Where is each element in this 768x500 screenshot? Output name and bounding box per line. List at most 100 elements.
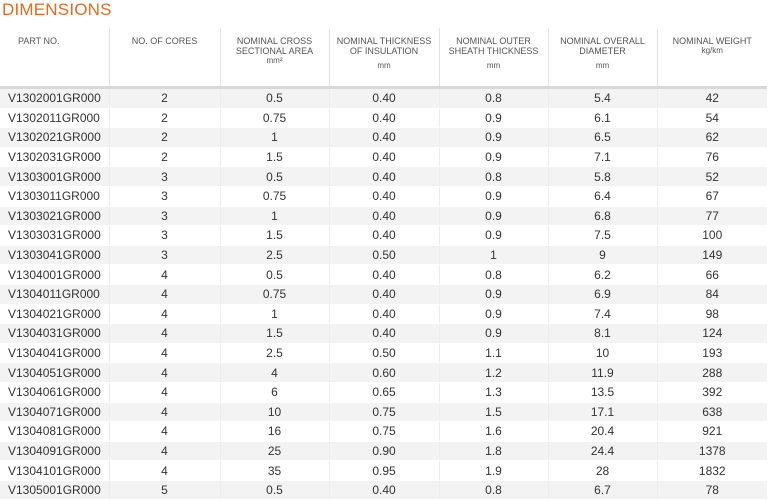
cores-cell: 4	[109, 362, 221, 383]
weight-cell: 98	[657, 304, 767, 325]
insulation-cell: 0.40	[329, 147, 440, 168]
header-insulation-thickness: NOMINAL THICKNESS OF INSULATION mm	[329, 28, 440, 89]
header-weight: NOMINAL WEIGHT kg/km	[657, 28, 767, 89]
table-row: V1304071GR000 4 10 0.75 1.5 17.1 638	[0, 402, 767, 423]
cross-section-cell: 35	[220, 460, 330, 481]
diameter-cell: 10	[548, 343, 658, 364]
cross-section-cell: 2.5	[220, 245, 330, 266]
table-row: V1303031GR000 3 1.5 0.40 0.9 7.5 100	[0, 225, 767, 246]
cross-section-cell: 0.75	[220, 186, 330, 207]
part-no-cell: V1303041GR000	[0, 245, 110, 266]
weight-cell: 54	[657, 108, 767, 129]
insulation-cell: 0.40	[329, 108, 440, 129]
sheath-cell: 1	[439, 245, 549, 266]
cores-cell: 4	[109, 343, 221, 364]
table-row: V1304051GR000 4 4 0.60 1.2 11.9 288	[0, 362, 767, 383]
table-row: V1302031GR000 2 1.5 0.40 0.9 7.1 76	[0, 147, 767, 168]
weight-cell: 1832	[657, 460, 767, 481]
cores-cell: 4	[109, 402, 221, 423]
diameter-cell: 20.4	[548, 421, 658, 442]
weight-cell: 76	[657, 147, 767, 168]
cores-cell: 4	[109, 441, 221, 462]
weight-cell: 124	[657, 323, 767, 344]
part-no-cell: V1304051GR000	[0, 362, 110, 383]
cross-section-cell: 0.5	[220, 264, 330, 285]
cores-cell: 4	[109, 421, 221, 442]
insulation-cell: 0.40	[329, 206, 440, 227]
table-row: V1302001GR000 2 0.5 0.40 0.8 5.4 42	[0, 87, 767, 109]
weight-cell: 1378	[657, 441, 767, 462]
sheath-cell: 0.8	[439, 264, 549, 285]
weight-cell: 638	[657, 402, 767, 423]
table-row: V1302011GR000 2 0.75 0.40 0.9 6.1 54	[0, 108, 767, 129]
diameter-cell: 6.7	[548, 480, 658, 500]
cores-cell: 4	[109, 304, 221, 325]
part-no-cell: V1305001GR000	[0, 480, 110, 500]
sheath-cell: 1.3	[439, 382, 549, 403]
part-no-cell: V1304021GR000	[0, 304, 110, 325]
cross-section-cell: 0.75	[220, 108, 330, 129]
cores-cell: 4	[109, 323, 221, 344]
diameter-cell: 7.5	[548, 225, 658, 246]
diameter-cell: 8.1	[548, 323, 658, 344]
insulation-cell: 0.40	[329, 186, 440, 207]
table-row: V1303041GR000 3 2.5 0.50 1 9 149	[0, 245, 767, 266]
sheath-cell: 0.9	[439, 304, 549, 325]
cores-cell: 4	[109, 382, 221, 403]
cross-section-cell: 4	[220, 362, 330, 383]
cross-section-cell: 0.5	[220, 87, 330, 109]
cores-cell: 3	[109, 186, 221, 207]
cores-cell: 2	[109, 108, 221, 129]
table-row: V1304081GR000 4 16 0.75 1.6 20.4 921	[0, 421, 767, 442]
cores-cell: 3	[109, 245, 221, 266]
sheath-cell: 0.9	[439, 127, 549, 148]
insulation-cell: 0.50	[329, 343, 440, 364]
weight-cell: 62	[657, 127, 767, 148]
part-no-cell: V1304011GR000	[0, 284, 110, 305]
weight-cell: 921	[657, 421, 767, 442]
diameter-cell: 28	[548, 460, 658, 481]
insulation-cell: 0.95	[329, 460, 440, 481]
weight-cell: 67	[657, 186, 767, 207]
header-unit: mm²	[266, 56, 283, 65]
insulation-cell: 0.50	[329, 245, 440, 266]
weight-cell: 78	[657, 480, 767, 500]
header-overall-diameter: NOMINAL OVERALL DIAMETER mm	[548, 28, 658, 89]
table-row: V1305001GR000 5 0.5 0.40 0.8 6.7 78	[0, 480, 767, 500]
insulation-cell: 0.40	[329, 304, 440, 325]
weight-cell: 288	[657, 362, 767, 383]
insulation-cell: 0.40	[329, 480, 440, 500]
cross-section-cell: 25	[220, 441, 330, 462]
part-no-cell: V1303021GR000	[0, 206, 110, 227]
insulation-cell: 0.40	[329, 166, 440, 187]
part-no-cell: V1304041GR000	[0, 343, 110, 364]
cores-cell: 2	[109, 127, 221, 148]
sheath-cell: 1.1	[439, 343, 549, 364]
part-no-cell: V1302031GR000	[0, 147, 110, 168]
diameter-cell: 7.4	[548, 304, 658, 325]
part-no-cell: V1304081GR000	[0, 421, 110, 442]
insulation-cell: 0.40	[329, 323, 440, 344]
header-outer-sheath-thickness: NOMINAL OUTER SHEATH THICKNESS mm	[439, 28, 549, 89]
cores-cell: 2	[109, 87, 221, 109]
sheath-cell: 1.9	[439, 460, 549, 481]
sheath-cell: 0.9	[439, 147, 549, 168]
cross-section-cell: 1.5	[220, 147, 330, 168]
header-unit: kg/km	[701, 46, 723, 55]
part-no-cell: V1303011GR000	[0, 186, 110, 207]
cross-section-cell: 0.5	[220, 480, 330, 500]
table-row: V1304091GR000 4 25 0.90 1.8 24.4 1378	[0, 441, 767, 462]
sheath-cell: 1.8	[439, 441, 549, 462]
table-row: V1303021GR000 3 1 0.40 0.9 6.8 77	[0, 206, 767, 227]
table-row: V1304041GR000 4 2.5 0.50 1.1 10 193	[0, 343, 767, 364]
cross-section-cell: 1.5	[220, 225, 330, 246]
part-no-cell: V1304101GR000	[0, 460, 110, 481]
weight-cell: 66	[657, 264, 767, 285]
part-no-cell: V1302001GR000	[0, 87, 110, 109]
cross-section-cell: 6	[220, 382, 330, 403]
cross-section-cell: 1	[220, 304, 330, 325]
header-label: NOMINAL OUTER SHEATH THICKNESS	[448, 36, 539, 56]
insulation-cell: 0.90	[329, 441, 440, 462]
diameter-cell: 13.5	[548, 382, 658, 403]
insulation-cell: 0.60	[329, 362, 440, 383]
